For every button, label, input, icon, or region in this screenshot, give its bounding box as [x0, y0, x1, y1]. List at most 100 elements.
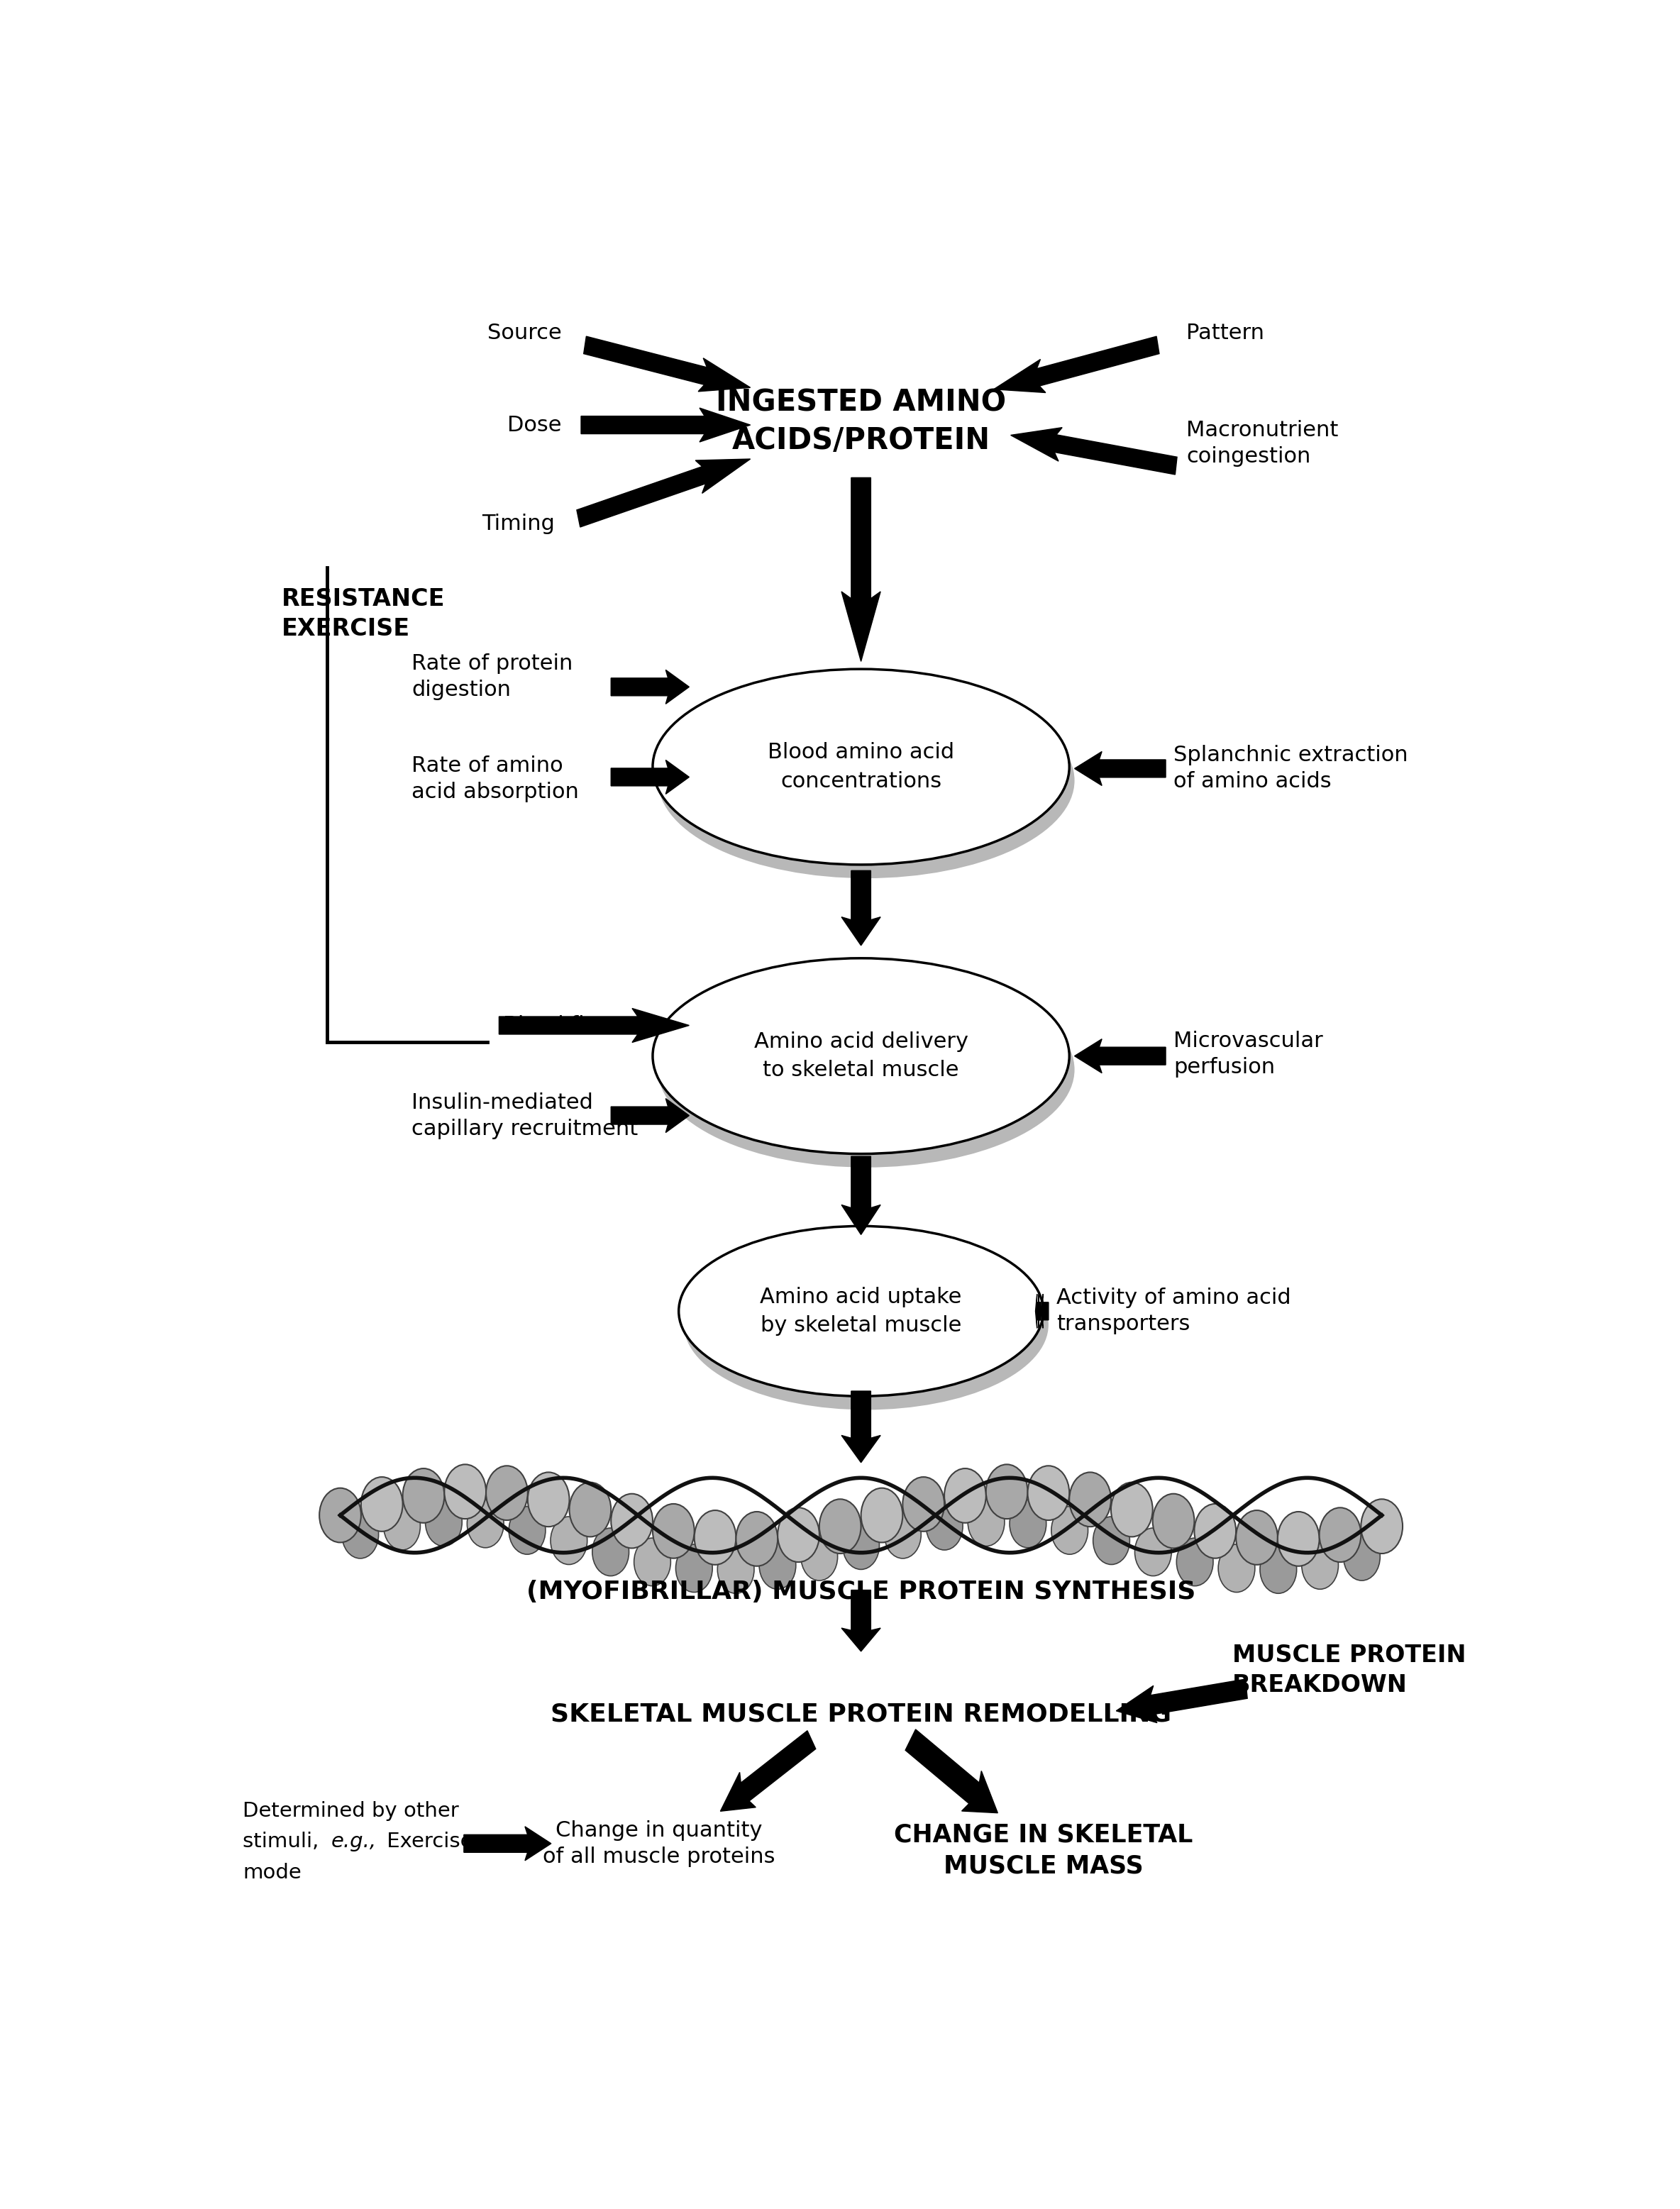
Circle shape	[403, 1469, 444, 1522]
Text: SKELETAL MUSCLE PROTEIN REMODELLING: SKELETAL MUSCLE PROTEIN REMODELLING	[551, 1703, 1171, 1725]
Text: mode: mode	[242, 1862, 301, 1882]
Ellipse shape	[679, 1226, 1043, 1396]
Circle shape	[1302, 1542, 1339, 1588]
Text: Determined by other: Determined by other	[242, 1800, 459, 1820]
Text: Rate of amino
acid absorption: Rate of amino acid absorption	[412, 755, 580, 802]
Circle shape	[759, 1542, 796, 1588]
FancyArrow shape	[842, 477, 880, 660]
Circle shape	[343, 1511, 378, 1557]
Text: (MYOFIBRILLAR) MUSCLE PROTEIN SYNTHESIS: (MYOFIBRILLAR) MUSCLE PROTEIN SYNTHESIS	[526, 1579, 1196, 1604]
Ellipse shape	[659, 683, 1075, 879]
Circle shape	[1319, 1509, 1361, 1562]
Circle shape	[383, 1502, 420, 1551]
Circle shape	[1010, 1500, 1047, 1549]
Circle shape	[717, 1546, 754, 1593]
FancyArrow shape	[1075, 1038, 1166, 1074]
Text: Activity of amino acid
transporters: Activity of amino acid transporters	[1057, 1288, 1290, 1334]
Text: Rate of protein
digestion: Rate of protein digestion	[412, 654, 573, 700]
FancyArrow shape	[1040, 1294, 1048, 1328]
Circle shape	[1218, 1544, 1255, 1593]
Circle shape	[694, 1511, 736, 1564]
FancyArrow shape	[1038, 1294, 1040, 1328]
FancyArrow shape	[906, 1730, 998, 1814]
FancyArrow shape	[581, 409, 751, 442]
Circle shape	[675, 1544, 712, 1593]
FancyArrow shape	[1116, 1679, 1247, 1723]
Text: Blood amino acid
concentrations: Blood amino acid concentrations	[768, 742, 954, 791]
Ellipse shape	[654, 669, 1070, 864]
Circle shape	[1152, 1493, 1194, 1549]
Circle shape	[1110, 1482, 1152, 1537]
Circle shape	[801, 1533, 838, 1582]
Circle shape	[1052, 1507, 1089, 1555]
Circle shape	[486, 1467, 528, 1520]
Text: CHANGE IN SKELETAL
MUSCLE MASS: CHANGE IN SKELETAL MUSCLE MASS	[894, 1822, 1193, 1878]
Circle shape	[361, 1478, 403, 1531]
Text: RESISTANCE
EXERCISE: RESISTANCE EXERCISE	[282, 588, 445, 641]
Text: Exercise: Exercise	[381, 1831, 474, 1851]
Circle shape	[944, 1469, 986, 1522]
FancyArrow shape	[1011, 429, 1178, 475]
Ellipse shape	[659, 972, 1075, 1166]
Text: Pattern: Pattern	[1186, 323, 1265, 342]
FancyArrow shape	[995, 336, 1159, 393]
FancyArrow shape	[842, 1155, 880, 1235]
FancyArrow shape	[583, 336, 751, 391]
Text: Macronutrient
coingestion: Macronutrient coingestion	[1186, 420, 1339, 466]
Circle shape	[1236, 1511, 1278, 1564]
Circle shape	[968, 1498, 1005, 1546]
FancyArrow shape	[612, 760, 689, 793]
Text: Amino acid delivery
to skeletal muscle: Amino acid delivery to skeletal muscle	[754, 1032, 968, 1080]
Text: Insulin-mediated
capillary recruitment: Insulin-mediated capillary recruitment	[412, 1091, 638, 1140]
Text: Dose: Dose	[507, 415, 561, 435]
FancyArrow shape	[842, 1590, 880, 1652]
Circle shape	[1260, 1546, 1297, 1593]
FancyArrow shape	[612, 1098, 689, 1133]
Text: Blood flow: Blood flow	[502, 1016, 615, 1036]
FancyArrow shape	[464, 1827, 551, 1860]
FancyArrow shape	[842, 870, 880, 945]
Text: e.g.,: e.g.,	[331, 1831, 376, 1851]
Text: Microvascular
perfusion: Microvascular perfusion	[1174, 1032, 1322, 1078]
FancyArrow shape	[842, 1392, 880, 1462]
Circle shape	[778, 1509, 820, 1562]
Circle shape	[1134, 1529, 1171, 1575]
Text: Timing: Timing	[482, 512, 554, 535]
FancyArrow shape	[576, 459, 751, 528]
Circle shape	[654, 1504, 694, 1557]
Circle shape	[1070, 1471, 1110, 1526]
Ellipse shape	[684, 1239, 1048, 1409]
Circle shape	[425, 1498, 462, 1546]
Circle shape	[884, 1511, 921, 1557]
FancyArrow shape	[721, 1730, 816, 1811]
Circle shape	[509, 1507, 546, 1555]
Text: Change in quantity
of all muscle proteins: Change in quantity of all muscle protein…	[543, 1820, 776, 1867]
Circle shape	[528, 1471, 570, 1526]
Circle shape	[633, 1537, 670, 1586]
Circle shape	[926, 1502, 963, 1551]
Circle shape	[319, 1489, 361, 1542]
FancyArrow shape	[1035, 1294, 1040, 1328]
Circle shape	[593, 1529, 628, 1575]
FancyArrow shape	[612, 669, 689, 705]
Ellipse shape	[654, 959, 1070, 1153]
Circle shape	[1094, 1518, 1129, 1564]
Circle shape	[612, 1493, 654, 1549]
Circle shape	[862, 1489, 902, 1542]
Circle shape	[1176, 1537, 1213, 1586]
Circle shape	[1361, 1500, 1403, 1553]
Circle shape	[570, 1482, 612, 1537]
Text: Splanchnic extraction
of amino acids: Splanchnic extraction of amino acids	[1174, 744, 1408, 793]
Circle shape	[1278, 1511, 1319, 1566]
Text: MUSCLE PROTEIN
BREAKDOWN: MUSCLE PROTEIN BREAKDOWN	[1231, 1643, 1467, 1697]
Circle shape	[1028, 1467, 1070, 1520]
Circle shape	[467, 1500, 504, 1549]
FancyArrow shape	[1075, 751, 1166, 786]
FancyArrow shape	[499, 1007, 689, 1043]
Text: Amino acid uptake
by skeletal muscle: Amino acid uptake by skeletal muscle	[759, 1286, 963, 1336]
Text: Source: Source	[487, 323, 561, 342]
Circle shape	[1344, 1533, 1379, 1582]
Text: INGESTED AMINO
ACIDS/PROTEIN: INGESTED AMINO ACIDS/PROTEIN	[716, 387, 1006, 455]
Circle shape	[551, 1518, 588, 1564]
Circle shape	[444, 1465, 486, 1520]
